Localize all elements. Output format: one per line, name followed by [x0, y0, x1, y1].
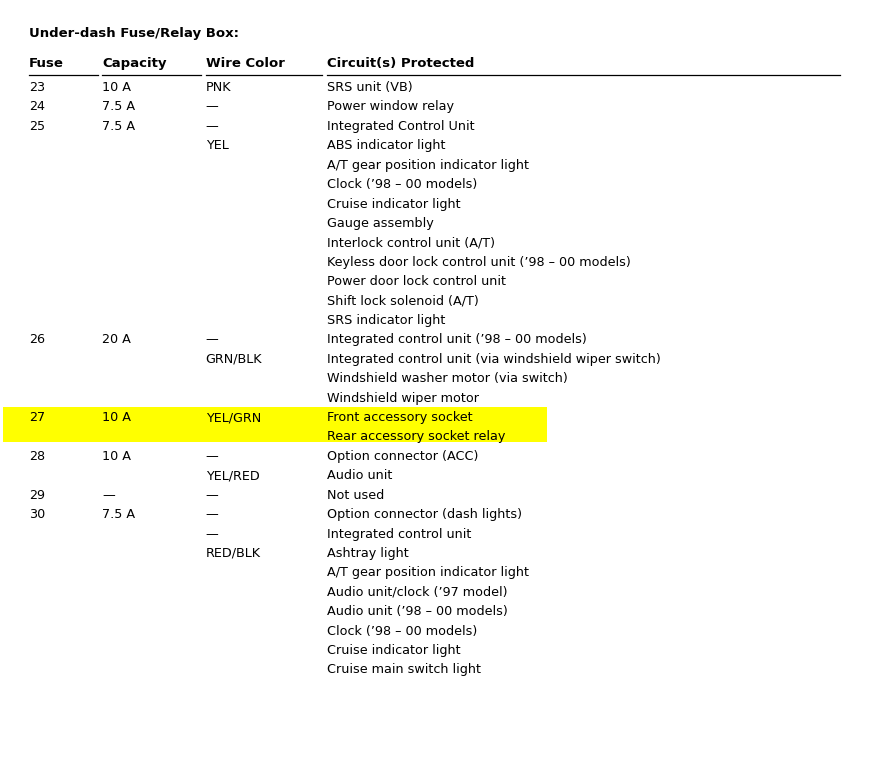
Text: Integrated control unit (’98 – 00 models): Integrated control unit (’98 – 00 models…: [327, 334, 587, 346]
Text: 29: 29: [29, 489, 44, 502]
Text: 24: 24: [29, 101, 44, 114]
Text: 7.5 A: 7.5 A: [102, 120, 136, 133]
Text: Wire Color: Wire Color: [206, 57, 284, 70]
Text: 30: 30: [29, 508, 45, 521]
Text: 20 A: 20 A: [102, 334, 131, 346]
Text: Keyless door lock control unit (’98 – 00 models): Keyless door lock control unit (’98 – 00…: [327, 255, 630, 269]
Text: 10 A: 10 A: [102, 411, 131, 424]
Text: Interlock control unit (A/T): Interlock control unit (A/T): [327, 236, 494, 249]
Text: Option connector (dash lights): Option connector (dash lights): [327, 508, 521, 521]
Text: Integrated Control Unit: Integrated Control Unit: [327, 120, 474, 133]
Text: —: —: [206, 101, 218, 114]
Text: YEL/RED: YEL/RED: [206, 469, 260, 482]
Text: Option connector (ACC): Option connector (ACC): [327, 450, 478, 463]
Text: Audio unit: Audio unit: [327, 469, 392, 482]
Text: SRS indicator light: SRS indicator light: [327, 314, 445, 327]
Text: 26: 26: [29, 334, 44, 346]
Text: Rear accessory socket relay: Rear accessory socket relay: [327, 431, 505, 443]
Text: A/T gear position indicator light: A/T gear position indicator light: [327, 566, 528, 579]
Text: PNK: PNK: [206, 81, 231, 94]
Text: Gauge assembly: Gauge assembly: [327, 217, 434, 230]
Text: A/T gear position indicator light: A/T gear position indicator light: [327, 158, 528, 171]
Text: Shift lock solenoid (A/T): Shift lock solenoid (A/T): [327, 295, 478, 308]
Text: —: —: [206, 334, 218, 346]
Text: Ashtray light: Ashtray light: [327, 547, 408, 560]
Text: SRS unit (VB): SRS unit (VB): [327, 81, 412, 94]
Text: RED/BLK: RED/BLK: [206, 547, 261, 560]
Text: Cruise indicator light: Cruise indicator light: [327, 644, 461, 657]
Text: Capacity: Capacity: [102, 57, 167, 70]
Text: —: —: [102, 489, 115, 502]
Text: Under-dash Fuse/Relay Box:: Under-dash Fuse/Relay Box:: [29, 27, 239, 40]
Text: 27: 27: [29, 411, 45, 424]
Text: —: —: [206, 508, 218, 521]
Text: Fuse: Fuse: [29, 57, 63, 70]
Text: ABS indicator light: ABS indicator light: [327, 139, 445, 152]
Text: 10 A: 10 A: [102, 450, 131, 463]
Text: YEL/GRN: YEL/GRN: [206, 411, 261, 424]
Text: Clock (’98 – 00 models): Clock (’98 – 00 models): [327, 178, 477, 191]
Text: Cruise main switch light: Cruise main switch light: [327, 663, 481, 676]
Text: Cruise indicator light: Cruise indicator light: [327, 198, 461, 211]
Text: 10 A: 10 A: [102, 81, 131, 94]
Text: Windshield washer motor (via switch): Windshield washer motor (via switch): [327, 372, 567, 385]
Text: —: —: [206, 120, 218, 133]
Text: GRN/BLK: GRN/BLK: [206, 352, 262, 366]
Text: 7.5 A: 7.5 A: [102, 508, 136, 521]
Text: Power window relay: Power window relay: [327, 101, 454, 114]
Text: Circuit(s) Protected: Circuit(s) Protected: [327, 57, 474, 70]
Text: 7.5 A: 7.5 A: [102, 101, 136, 114]
Text: 23: 23: [29, 81, 45, 94]
Text: Integrated control unit: Integrated control unit: [327, 528, 471, 540]
Text: Front accessory socket: Front accessory socket: [327, 411, 472, 424]
Text: Not used: Not used: [327, 489, 384, 502]
Text: —: —: [206, 450, 218, 463]
Text: —: —: [206, 489, 218, 502]
Text: Clock (’98 – 00 models): Clock (’98 – 00 models): [327, 625, 477, 637]
Text: Audio unit (’98 – 00 models): Audio unit (’98 – 00 models): [327, 605, 507, 619]
Text: —: —: [206, 528, 218, 540]
Text: Integrated control unit (via windshield wiper switch): Integrated control unit (via windshield …: [327, 352, 660, 366]
Text: Audio unit/clock (’97 model): Audio unit/clock (’97 model): [327, 586, 507, 599]
Text: 25: 25: [29, 120, 45, 133]
Text: Power door lock control unit: Power door lock control unit: [327, 275, 506, 288]
Bar: [3, 406, 547, 443]
Text: 28: 28: [29, 450, 45, 463]
Text: YEL: YEL: [206, 139, 229, 152]
Text: Windshield wiper motor: Windshield wiper motor: [327, 392, 479, 405]
